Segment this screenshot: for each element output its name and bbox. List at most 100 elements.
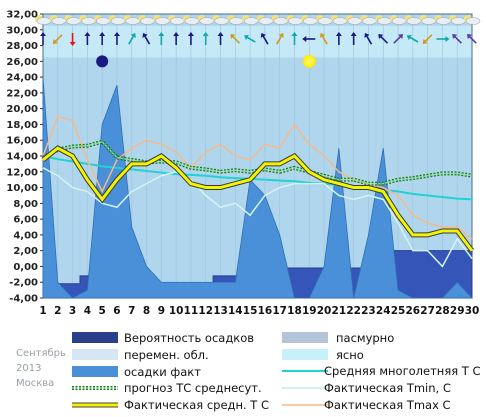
cloud-sun-icon [182,15,200,25]
cloud-shape [376,17,392,25]
wind-arrow-head [335,32,342,36]
legend-label-climate-mean: Средняя многолетняя Т С [324,364,481,378]
wind-arrow-head [113,32,120,36]
wind-direction-arrow-icon [128,32,136,45]
cloud-sun-icon [79,15,96,25]
cloud-shape [214,17,229,25]
legend-label-overcast: пасмурно [336,331,394,345]
wind-direction-arrow-icon [436,36,450,42]
x-tick-label: 30 [465,305,480,317]
y-tick-label: 16,00 [6,136,38,147]
cloud-shape [450,17,466,25]
x-tick-label: 18 [287,305,302,317]
y-tick-label: 0,00 [13,262,38,273]
wind-arrow-head [406,34,412,41]
x-tick-label: 29 [450,305,465,317]
y-tick-label: -4,00 [9,294,38,305]
x-tick-label: 8 [143,305,150,317]
wind-arrow-head [319,32,326,38]
x-tick-label: 15 [243,305,258,317]
wind-direction-arrow-icon [393,34,403,44]
cloud-sun-icon [464,15,481,25]
wind-arrow-head [84,32,91,36]
cloud-shape [95,17,111,25]
cloud-sun-icon [434,15,451,25]
y-tick-label: 2,00 [13,246,38,257]
cloud-shape [421,17,436,25]
wind-arrow-head [158,32,165,36]
x-tick-label: 17 [272,305,287,317]
cloud-shape [362,17,377,25]
wind-direction-arrow-icon [217,32,224,45]
wind-arrow-head [244,34,250,41]
x-tick-label: 27 [420,305,435,317]
cloud-shape [317,17,333,25]
y-tick-label: 26,00 [6,57,38,68]
legend-label-clear: ясно [336,348,364,362]
moon-icon [96,55,109,68]
cloud-sun-icon [301,15,318,25]
x-tick-label: 25 [391,305,406,317]
cloud-shape [155,17,170,25]
legend: Вероятность осадков перемен. обл. осадки… [72,331,481,412]
cloud-sun-icon [212,15,229,25]
x-tick-label: 13 [213,305,228,317]
cloud-shape [243,17,259,25]
wind-direction-arrow-icon [422,34,433,44]
wind-direction-arrow-icon [319,32,328,45]
legend-label-precip-prob: Вероятность осадков [124,331,254,345]
cloud-sun-icon [316,15,333,25]
series-tmean-line [42,146,474,252]
cloud-sun-icon [419,15,436,25]
x-tick-label: 11 [184,305,199,317]
cloud-shape [436,17,451,25]
x-tick-label: 21 [332,305,347,317]
cloud-shape [288,17,303,25]
y-tick-label: -2,00 [9,278,38,289]
wind-direction-arrow-icon [69,33,76,46]
wind-arrow-head [230,34,236,39]
wind-direction-arrow-icon [52,34,63,44]
cloud-shape [229,17,244,25]
x-tick-label: 20 [317,305,332,317]
x-tick-label: 3 [69,305,76,317]
wind-direction-arrow-icon [173,32,180,45]
legend-label-tmean: Фактическая средн. Т С [124,398,269,412]
wind-direction-arrow-icon [291,32,298,45]
x-tick-label: 12 [198,305,213,317]
wind-direction-arrow-icon [113,32,120,45]
wind-arrow-head [350,32,357,36]
cloud-shape [36,17,52,25]
cloud-shape [140,17,155,25]
y-tick-label: 22,00 [6,88,38,99]
legend-swatch-overcast [282,332,328,343]
wind-arrow-head [173,32,180,36]
cloud-shape [391,17,407,25]
x-tick-label: 14 [228,305,243,317]
cloud-sun-icon [286,15,303,25]
weather-icon-row [35,15,481,25]
legend-swatch-precip-prob [72,332,118,343]
wind-arrow-head [398,34,403,39]
y-tick-label: 20,00 [6,104,38,115]
watermark: Сентябрь 2013 Москва [16,348,66,389]
wind-arrow-head [378,34,384,39]
x-tick-label: 5 [99,305,106,317]
wind-arrow-head [187,32,194,36]
series-forecast-line-highlight [42,140,473,185]
wind-direction-arrow-icon [202,32,209,45]
cloud-sun-icon [168,15,185,25]
cloud-sun-icon [94,15,111,25]
y-tick-label: 10,00 [6,183,38,194]
wind-arrow-head [217,32,224,36]
cloud-sun-icon [108,15,126,25]
wind-arrow-head [467,34,472,39]
cloud-sun-icon [271,15,288,25]
clear-sky-band [43,25,472,58]
cloud-sun-icon [35,15,52,25]
wind-direction-arrow-icon [302,36,316,42]
wind-direction-arrow-icon [335,32,342,45]
legend-label-tmax: Фактическая Tmax C [324,398,451,412]
wind-direction-arrow-icon [99,32,106,45]
